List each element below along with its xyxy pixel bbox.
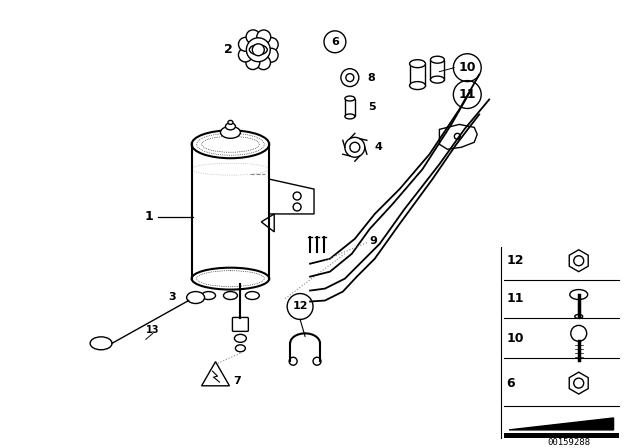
Circle shape — [345, 138, 365, 157]
Text: 5: 5 — [368, 103, 376, 112]
Circle shape — [246, 30, 260, 44]
Polygon shape — [202, 362, 230, 386]
Text: 00159288: 00159288 — [547, 438, 590, 447]
Circle shape — [571, 325, 587, 341]
Circle shape — [289, 357, 297, 365]
Text: 12: 12 — [506, 254, 524, 267]
Ellipse shape — [345, 114, 355, 119]
Ellipse shape — [575, 314, 582, 319]
Text: 4: 4 — [375, 142, 383, 152]
Polygon shape — [261, 214, 274, 232]
Circle shape — [293, 192, 301, 200]
Circle shape — [573, 378, 584, 388]
Circle shape — [454, 134, 460, 139]
Ellipse shape — [245, 292, 259, 300]
Ellipse shape — [410, 60, 426, 68]
Circle shape — [239, 48, 252, 62]
Text: 2: 2 — [224, 43, 233, 56]
Circle shape — [246, 56, 260, 69]
Text: 13: 13 — [146, 325, 159, 336]
Polygon shape — [569, 250, 588, 271]
Circle shape — [239, 37, 252, 51]
Text: 7: 7 — [234, 376, 241, 386]
Ellipse shape — [570, 289, 588, 300]
Text: 11: 11 — [506, 292, 524, 305]
Ellipse shape — [225, 123, 236, 130]
Ellipse shape — [431, 76, 444, 83]
Circle shape — [257, 30, 271, 44]
Ellipse shape — [236, 345, 245, 352]
Circle shape — [341, 69, 359, 86]
Circle shape — [293, 203, 301, 211]
Ellipse shape — [345, 96, 355, 101]
Bar — [410, 64, 426, 86]
Bar — [431, 60, 444, 80]
Ellipse shape — [221, 126, 241, 138]
Ellipse shape — [191, 268, 269, 289]
Circle shape — [573, 256, 584, 266]
Ellipse shape — [228, 121, 233, 125]
Circle shape — [264, 38, 278, 52]
Polygon shape — [509, 418, 614, 430]
Text: 10: 10 — [458, 61, 476, 74]
Text: 12: 12 — [292, 302, 308, 311]
Ellipse shape — [202, 292, 216, 300]
Text: 9: 9 — [370, 236, 378, 246]
Ellipse shape — [90, 337, 112, 350]
Circle shape — [252, 44, 264, 56]
Circle shape — [313, 357, 321, 365]
Text: 6: 6 — [506, 377, 515, 390]
Text: 1: 1 — [145, 211, 153, 224]
Bar — [504, 433, 618, 438]
Ellipse shape — [191, 130, 269, 158]
Ellipse shape — [187, 292, 205, 303]
Ellipse shape — [223, 292, 237, 300]
Text: 8: 8 — [368, 73, 376, 82]
Circle shape — [257, 56, 271, 69]
Text: 3: 3 — [168, 292, 176, 302]
Text: 10: 10 — [506, 332, 524, 345]
Circle shape — [246, 38, 270, 62]
Circle shape — [346, 73, 354, 82]
Polygon shape — [440, 125, 477, 149]
Ellipse shape — [410, 82, 426, 90]
FancyBboxPatch shape — [232, 318, 248, 332]
Bar — [345, 99, 355, 116]
Polygon shape — [269, 179, 314, 214]
Ellipse shape — [250, 45, 268, 55]
Ellipse shape — [234, 334, 246, 342]
Circle shape — [264, 48, 278, 62]
Text: 6: 6 — [331, 37, 339, 47]
Text: 11: 11 — [458, 88, 476, 101]
Ellipse shape — [431, 56, 444, 63]
Polygon shape — [569, 372, 588, 394]
